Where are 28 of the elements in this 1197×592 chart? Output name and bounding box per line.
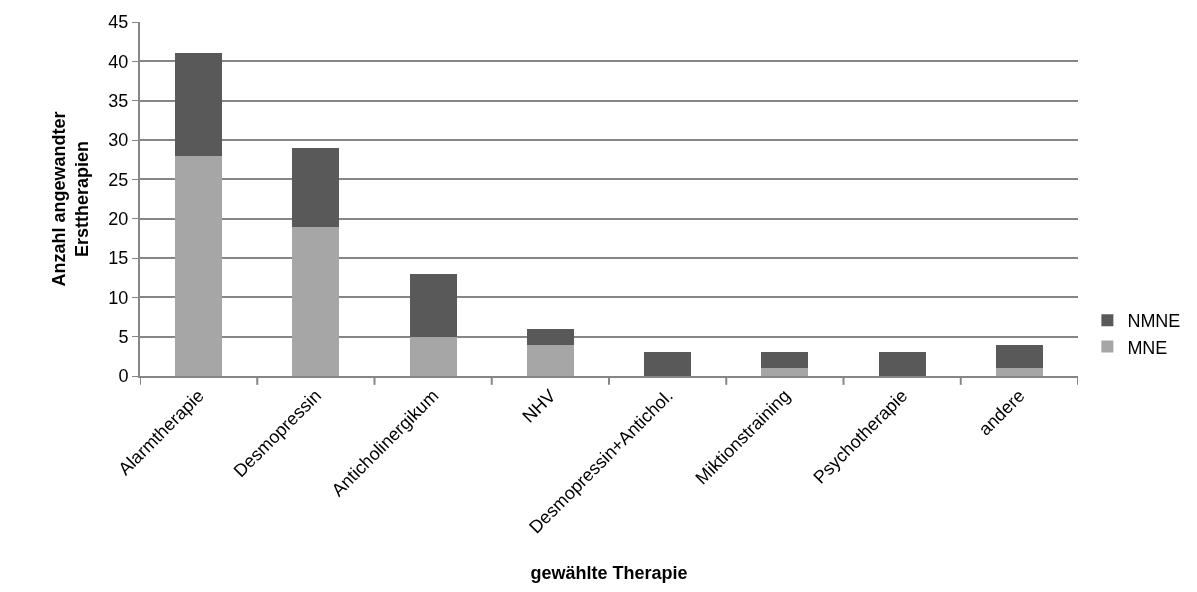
- y-tick-label: 45: [108, 12, 129, 33]
- bar: [644, 352, 692, 376]
- bar: [526, 328, 574, 345]
- bar: [409, 336, 457, 376]
- bar: [175, 53, 223, 156]
- legend-label: MNE: [1127, 337, 1168, 358]
- y-tick-label: 10: [108, 287, 129, 308]
- y-tick-label: 0: [118, 366, 129, 387]
- y-tick-label: 25: [108, 169, 129, 190]
- bar: [175, 155, 223, 376]
- y-axis-title: Anzahl angewandter Ersttherapien: [48, 111, 93, 287]
- bar: [761, 368, 809, 376]
- legend-label: NMNE: [1127, 311, 1181, 332]
- bar: [995, 344, 1043, 369]
- y-tick-label: 15: [108, 248, 129, 269]
- y-tick-label: 30: [108, 130, 129, 151]
- y-tick-label: 40: [108, 51, 129, 72]
- bar: [526, 344, 574, 376]
- bar: [292, 226, 340, 376]
- bar: [409, 273, 457, 337]
- y-tick-label: 5: [118, 326, 129, 347]
- bar: [878, 352, 926, 376]
- y-tick-label: 35: [108, 90, 129, 111]
- bar: [995, 368, 1043, 376]
- x-axis-title: gewählte Therapie: [530, 562, 688, 583]
- bar: [292, 147, 340, 227]
- y-tick-label: 20: [108, 208, 129, 229]
- bar: [761, 352, 809, 369]
